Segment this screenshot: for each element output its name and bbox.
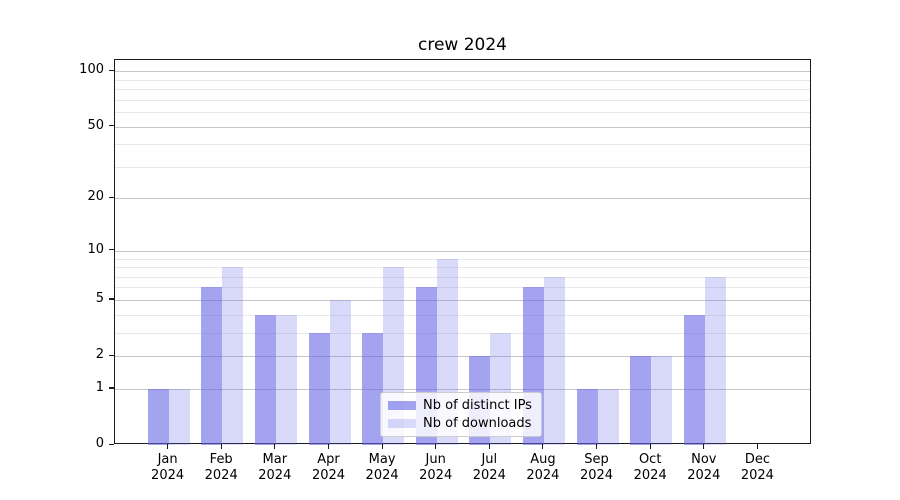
gridline-minor-60 <box>115 112 810 114</box>
y-tick-mark-0 <box>109 443 114 445</box>
x-tick-label-feb-2024: Feb 2024 <box>204 452 238 483</box>
x-tick-mark-apr-2024 <box>327 444 330 449</box>
bar-nb-of-distinct-ips-jan-2024 <box>147 388 169 445</box>
bar-nb-of-distinct-ips-nov-2024 <box>683 314 705 445</box>
bar-nb-of-downloads-feb-2024 <box>222 267 244 445</box>
gridline-minor-7 <box>115 276 810 278</box>
chart-title: crew 2024 <box>418 35 507 55</box>
x-tick-label-apr-2024: Apr 2024 <box>311 452 346 483</box>
gridline-major-20 <box>115 198 810 200</box>
x-tick-label-jul-2024: Jul 2024 <box>472 452 506 483</box>
x-tick-label-aug-2024: Aug 2024 <box>526 452 560 483</box>
legend-swatch-distinct-ips <box>388 401 416 410</box>
y-tick-mark-100 <box>109 69 114 71</box>
gridline-major-1 <box>115 388 810 390</box>
legend-item-distinct-ips: Nb of distinct IPs <box>388 398 532 413</box>
x-tick-mark-may-2024 <box>381 444 383 449</box>
bar-nb-of-downloads-sep-2024 <box>597 388 619 445</box>
gridline-minor-70 <box>115 99 810 101</box>
bar-nb-of-distinct-ips-feb-2024 <box>201 287 223 445</box>
y-tick-label-2: 2 <box>95 347 104 362</box>
gridline-minor-8 <box>115 267 810 268</box>
gridline-major-100 <box>115 71 810 73</box>
x-tick-label-may-2024: May 2024 <box>365 452 399 483</box>
y-tick-mark-50 <box>109 125 114 127</box>
gridline-minor-3 <box>115 332 810 334</box>
x-tick-mark-dec-2024 <box>756 444 758 449</box>
gridline-minor-90 <box>115 79 810 81</box>
x-tick-mark-aug-2024 <box>542 444 544 449</box>
x-tick-label-dec-2024: Dec 2024 <box>740 452 774 483</box>
y-tick-mark-2 <box>109 354 114 356</box>
legend-swatch-downloads <box>388 419 416 428</box>
gridline-minor-6 <box>115 287 810 289</box>
gridline-minor-40 <box>115 144 810 146</box>
y-tick-mark-5 <box>109 298 114 300</box>
x-tick-label-oct-2024: Oct 2024 <box>633 452 667 483</box>
y-tick-mark-1 <box>109 387 114 389</box>
bar-nb-of-downloads-aug-2024 <box>543 276 565 445</box>
x-tick-mark-mar-2024 <box>274 444 276 449</box>
bar-nb-of-downloads-mar-2024 <box>275 314 297 445</box>
plot-area <box>114 59 811 445</box>
x-tick-label-mar-2024: Mar 2024 <box>258 452 292 483</box>
legend-label-distinct-ips: Nb of distinct IPs <box>423 398 532 413</box>
gridline-major-5 <box>115 299 810 301</box>
bar-nb-of-distinct-ips-apr-2024 <box>308 332 330 445</box>
gridline-minor-9 <box>115 258 810 260</box>
y-tick-label-1: 1 <box>95 379 104 395</box>
y-tick-mark-10 <box>109 249 114 251</box>
x-tick-mark-jun-2024 <box>435 444 437 449</box>
bar-nb-of-distinct-ips-oct-2024 <box>630 356 652 445</box>
x-tick-label-jun-2024: Jun 2024 <box>419 452 453 483</box>
x-tick-label-nov-2024: Nov 2024 <box>687 452 721 483</box>
legend: Nb of distinct IPs Nb of downloads <box>380 392 542 437</box>
bar-nb-of-downloads-apr-2024 <box>329 299 351 445</box>
y-tick-mark-20 <box>109 196 114 199</box>
y-tick-label-10: 10 <box>87 241 104 257</box>
y-tick-label-50: 50 <box>87 117 104 133</box>
legend-label-downloads: Nb of downloads <box>423 416 532 431</box>
y-tick-label-5: 5 <box>95 290 104 306</box>
y-tick-label-0: 0 <box>95 436 104 451</box>
bar-nb-of-downloads-oct-2024 <box>651 356 673 445</box>
gridline-major-2 <box>115 356 810 357</box>
gridline-minor-80 <box>115 89 810 91</box>
x-tick-label-jan-2024: Jan 2024 <box>151 452 185 483</box>
bar-nb-of-downloads-jan-2024 <box>168 388 190 445</box>
legend-item-downloads: Nb of downloads <box>388 416 532 431</box>
x-tick-mark-feb-2024 <box>220 444 222 449</box>
x-tick-mark-oct-2024 <box>649 444 651 449</box>
gridline-minor-30 <box>115 166 810 168</box>
bar-nb-of-downloads-nov-2024 <box>704 276 726 445</box>
x-tick-mark-sep-2024 <box>595 444 598 449</box>
gridline-major-10 <box>115 250 810 252</box>
bar-nb-of-distinct-ips-may-2024 <box>362 332 384 445</box>
bar-nb-of-distinct-ips-sep-2024 <box>576 388 598 445</box>
x-tick-mark-jan-2024 <box>167 444 169 449</box>
gridline-major-50 <box>115 126 810 128</box>
y-tick-label-20: 20 <box>87 189 104 205</box>
bar-nb-of-distinct-ips-mar-2024 <box>254 314 276 445</box>
gridline-minor-4 <box>115 314 810 316</box>
x-tick-label-sep-2024: Sep 2024 <box>579 452 614 483</box>
x-tick-mark-jul-2024 <box>488 444 490 449</box>
x-tick-mark-nov-2024 <box>703 444 705 449</box>
y-tick-label-100: 100 <box>79 62 104 78</box>
